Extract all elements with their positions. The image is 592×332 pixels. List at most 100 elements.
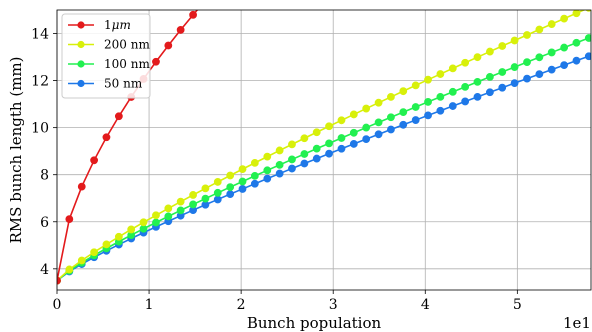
y-tick-label: 6 [40,215,49,231]
data-point [498,83,507,92]
data-point [461,82,470,91]
data-point [436,92,445,101]
data-point [114,232,123,241]
data-point [523,58,531,67]
data-point [189,191,197,199]
data-point [176,197,185,206]
data-point [510,79,519,88]
data-point [300,150,309,158]
y-tick-label: 12 [31,74,49,90]
data-point [547,65,556,74]
legend-label: 100 nm [104,57,150,71]
data-point [337,144,346,153]
data-point [300,134,309,143]
data-point [560,14,569,23]
data-point [202,0,209,4]
y-tick-label: 4 [40,262,49,278]
data-point [535,25,544,34]
data-point [312,154,321,163]
legend-item-100nm: 100 nm [68,57,150,71]
data-point [77,256,86,265]
data-point [213,195,222,204]
data-point [374,130,383,139]
data-point [201,194,210,203]
data-point [387,113,395,122]
data-point [77,182,86,191]
data-point [560,43,569,52]
x-tick-label: 5 [513,297,522,313]
data-point [560,61,569,70]
data-point [275,146,284,155]
x-tick-label: 2 [237,297,246,313]
y-tick-label: 14 [31,27,49,43]
data-point [102,240,111,249]
data-point [238,185,247,193]
legend-label: 200 nm [104,38,150,52]
data-point [547,20,556,28]
data-point [114,112,123,121]
y-axis-label: RMS bunch length (mm) [7,57,25,244]
data-point [263,166,272,175]
data-point [572,56,581,65]
data-point [213,188,222,197]
data-point [164,212,173,221]
data-point [213,178,222,186]
data-point [448,102,457,110]
data-point [238,165,247,174]
data-point [424,75,432,84]
data-point [387,125,395,134]
x-tick-label: 4 [421,297,430,313]
plot-frame [56,9,592,291]
data-point [164,204,173,213]
x-tick-label: 3 [329,297,338,313]
data-point [226,183,235,191]
data-point [523,74,531,83]
data-point [250,171,259,180]
data-point [349,140,358,148]
data-point [473,53,482,62]
data-point [226,171,235,180]
data-point [275,169,284,178]
data-point [436,106,445,115]
data-point [238,177,247,186]
legend-marker [77,40,85,49]
data-point [152,218,160,227]
data-point [127,225,136,234]
data-point [486,88,494,97]
data-point [535,53,544,62]
data-point [263,174,272,183]
x-axis-offset-label: 1e11 [563,314,592,332]
data-point [288,155,296,164]
data-point [387,93,395,101]
legend-item-1um: 1μm [68,18,131,32]
legend-marker [77,21,85,29]
data-point [312,144,321,153]
data-point [523,31,531,39]
data-point [473,92,482,101]
data-point [362,123,371,132]
data-point [424,98,432,106]
data-point [399,120,408,129]
data-point [572,38,581,47]
data-point [411,81,420,90]
legend-item-50nm: 50 nm [68,77,143,91]
legend-marker [77,60,85,68]
data-point [399,87,408,96]
legend-label: 1μm [104,18,131,32]
data-point [349,110,358,119]
legend-label: 50 nm [104,77,143,91]
data-point [572,10,581,18]
legend-item-200nm: 200 nm [68,38,150,52]
data-point [535,70,544,79]
data-point [362,104,371,113]
data-point [510,36,519,45]
data-point [486,72,494,81]
data-point [152,57,160,66]
data-point [164,41,173,50]
data-point [201,184,210,193]
data-point [189,200,197,209]
data-point [362,135,371,144]
data-point [337,134,346,142]
data-point [486,47,494,56]
